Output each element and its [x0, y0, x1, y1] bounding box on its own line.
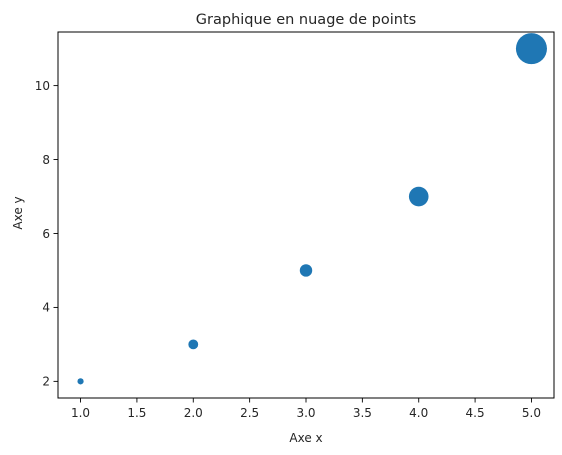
- y-tick-label: 8: [42, 153, 50, 167]
- scatter-point: [409, 187, 429, 207]
- scatter-point: [516, 33, 547, 64]
- x-tick-label: 4.5: [466, 406, 485, 420]
- scatter-point: [300, 264, 312, 276]
- x-tick-label: 3.5: [353, 406, 372, 420]
- y-tick-label: 2: [42, 375, 50, 389]
- y-axis-label: Axe y: [11, 196, 25, 229]
- y-tick-label: 6: [42, 227, 50, 241]
- x-tick-label: 5.0: [522, 406, 541, 420]
- x-tick-label: 1.5: [127, 406, 146, 420]
- x-tick-label: 2.5: [240, 406, 259, 420]
- chart-title: Graphique en nuage de points: [196, 12, 416, 28]
- x-tick-label: 3.0: [296, 406, 315, 420]
- x-tick-label: 2.0: [184, 406, 203, 420]
- y-tick-label: 4: [42, 301, 50, 315]
- scatter-point: [188, 339, 198, 349]
- y-tick-label: 10: [35, 79, 50, 93]
- x-axis-label: Axe x: [289, 431, 322, 445]
- x-tick-label: 1.0: [71, 406, 90, 420]
- scatter-point: [77, 378, 83, 384]
- x-tick-label: 4.0: [409, 406, 428, 420]
